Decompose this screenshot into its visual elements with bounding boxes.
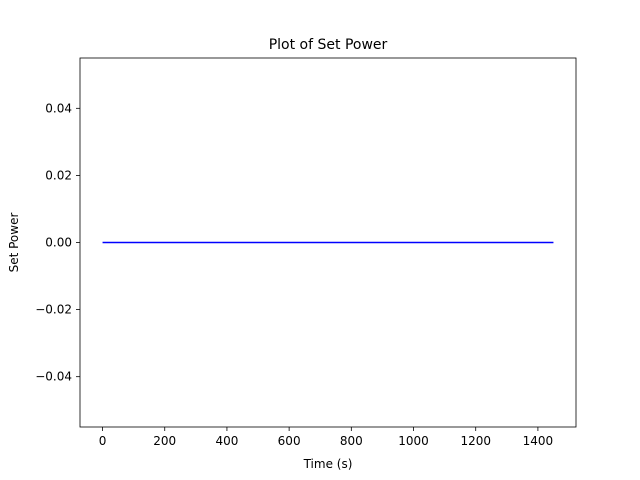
- y-tick-label: −0.04: [35, 370, 72, 384]
- x-tick-label: 200: [153, 434, 176, 448]
- x-tick-label: 400: [215, 434, 238, 448]
- x-tick-label: 1200: [460, 434, 491, 448]
- plot-frame: [79, 57, 577, 428]
- x-tick-label: 0: [99, 434, 107, 448]
- y-tick-label: −0.02: [35, 303, 72, 317]
- x-tick-label: 1400: [523, 434, 554, 448]
- y-axis-title: Set Power: [7, 213, 21, 273]
- x-tick-label: 600: [278, 434, 301, 448]
- ticks-layer: 0 200 400 600 800 1000 1200 1400 −0.04 −0.02 0.00 0…: [35, 101, 553, 448]
- y-tick-label: 0.00: [45, 236, 72, 250]
- x-axis-title: Time (s): [303, 457, 353, 471]
- x-tick-label: 800: [340, 434, 363, 448]
- x-tick-label: 1000: [398, 434, 429, 448]
- chart-title: Plot of Set Power: [269, 37, 388, 53]
- y-tick-label: 0.04: [45, 101, 72, 115]
- y-tick-label: 0.02: [45, 168, 72, 182]
